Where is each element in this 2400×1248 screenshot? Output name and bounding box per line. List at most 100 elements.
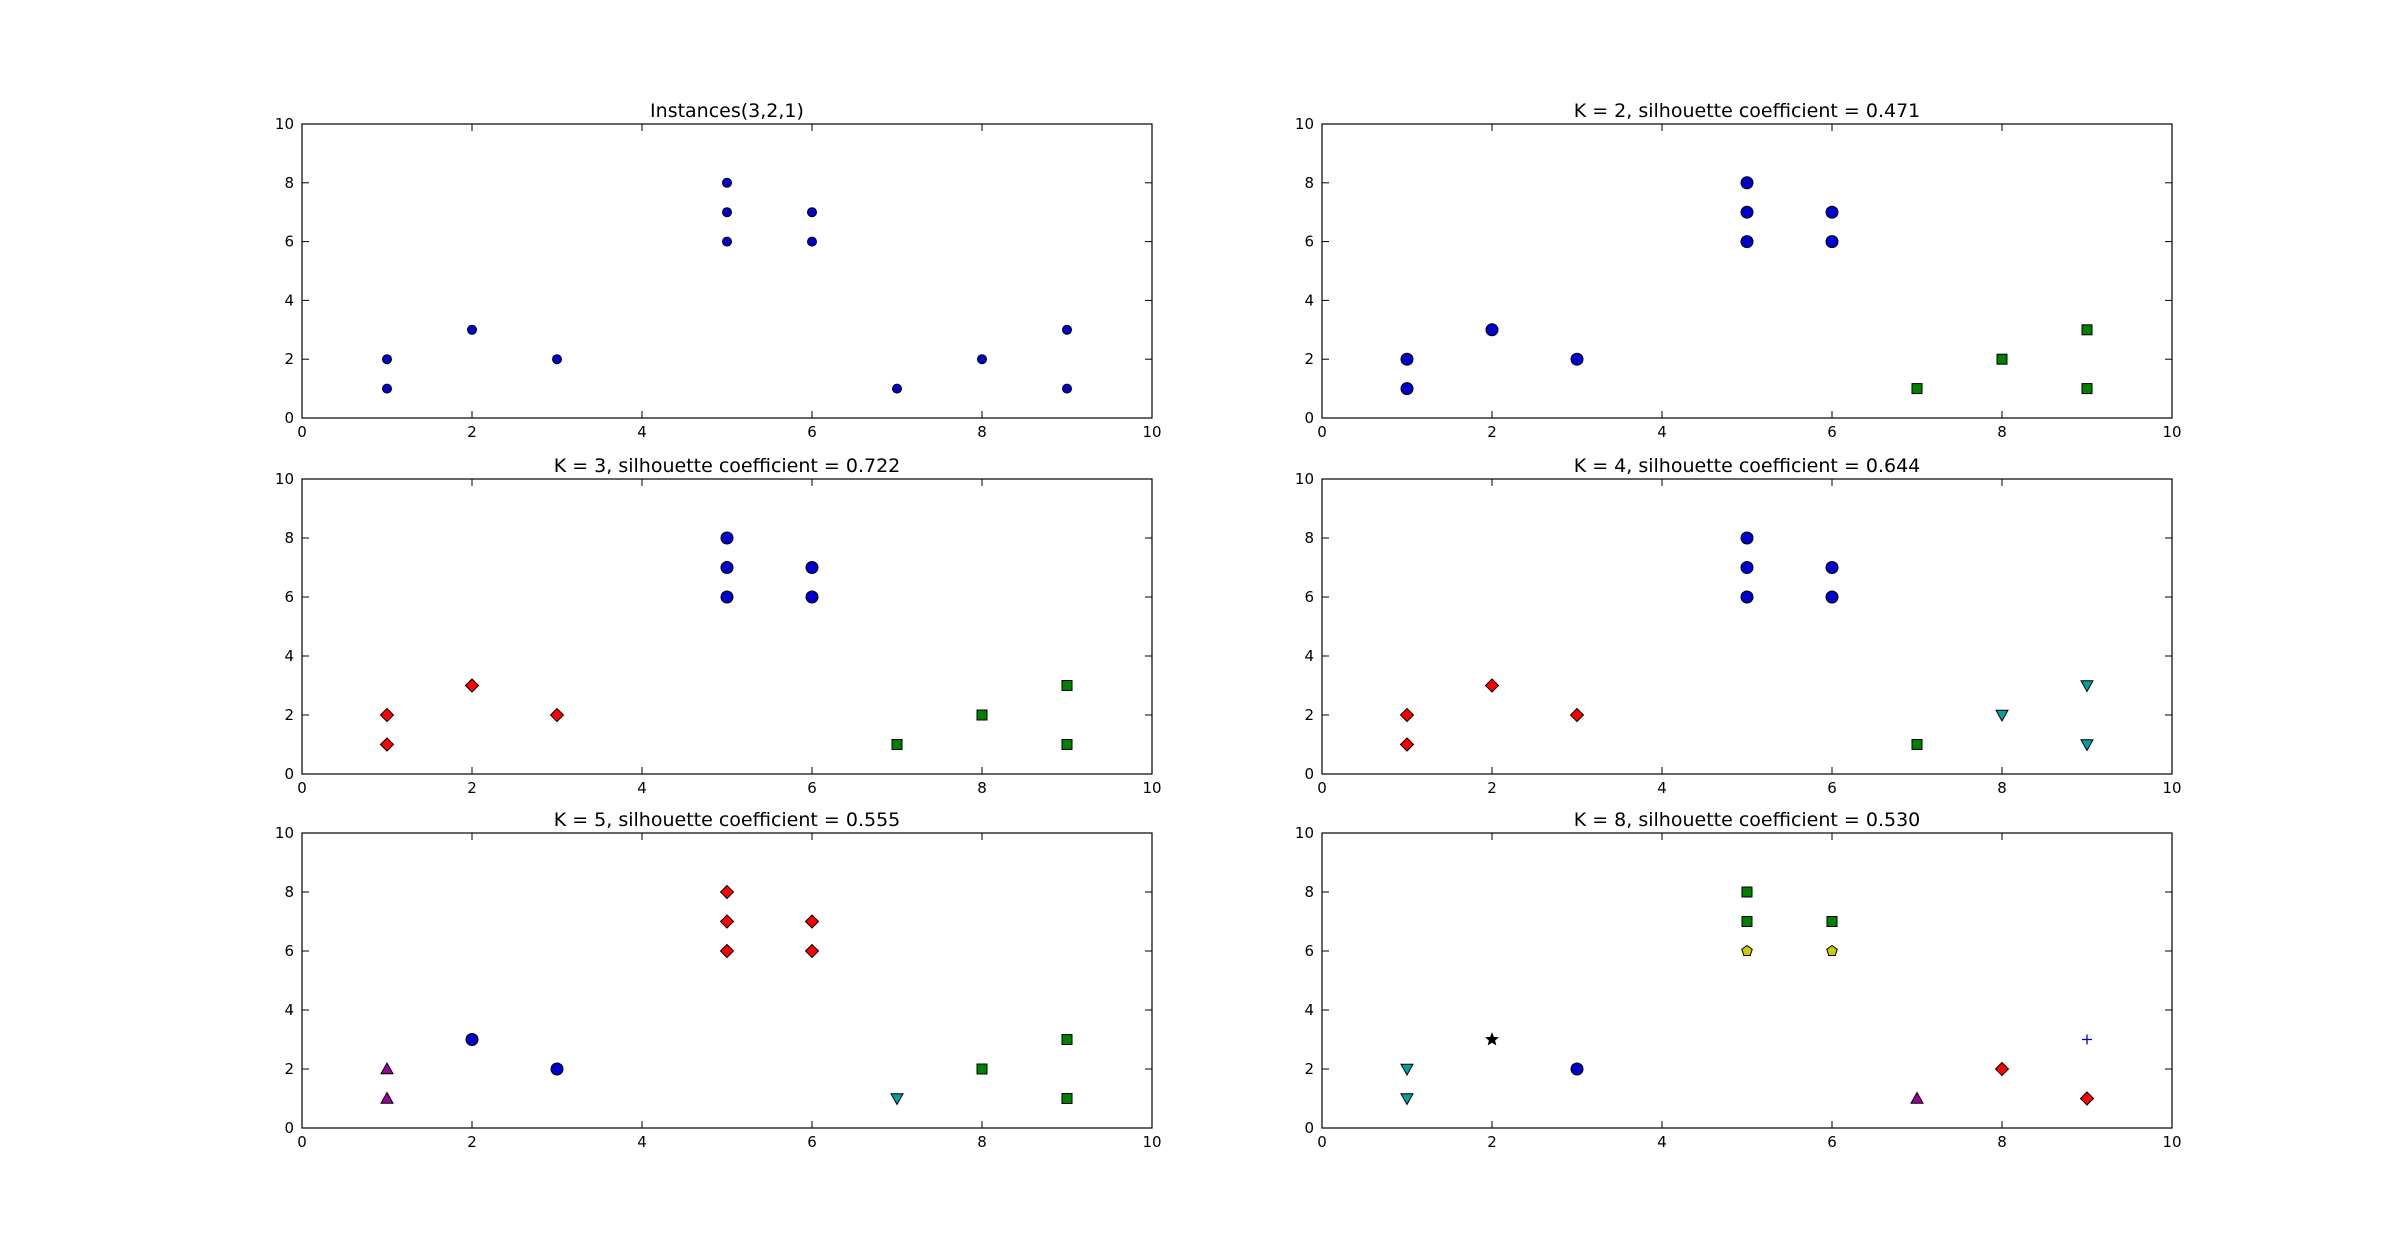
data-point [804,943,820,959]
data-point [1061,739,1073,750]
series-1 [1740,531,1839,604]
y-tick-label: 6 [284,233,294,251]
x-tick-label: 4 [1657,423,1667,441]
y-tick-label: 4 [1304,291,1314,309]
data-point [1062,383,1072,394]
data-point [719,943,735,959]
subplot-title: K = 4, silhouette coefficient = 0.644 [1574,455,1921,477]
x-tick-label: 4 [637,779,647,797]
data-point [1826,916,1838,927]
data-point [2081,383,2093,395]
series-2 [1399,678,1585,752]
axes-frame [301,123,1153,419]
x-tick-label: 8 [1997,423,2007,441]
data-point [1570,352,1584,366]
data-point [1825,561,1839,574]
data-point [1061,1093,1073,1104]
series-7 [1994,1061,2095,1106]
x-tick-label: 10 [2162,1133,2181,1151]
x-tick-label: 10 [1142,779,1161,797]
data-point [807,236,817,247]
data-point [1994,1061,2010,1077]
x-tick-label: 8 [977,423,987,441]
data-point [719,884,735,900]
data-point [722,236,732,247]
axes-frame [301,478,1153,775]
data-point [1741,886,1753,898]
y-tick-label: 8 [1304,174,1314,192]
data-point [1740,205,1754,219]
data-point [1996,353,2008,365]
series-4 [1995,680,2094,752]
y-tick-label: 6 [284,588,294,606]
data-point [890,1093,904,1106]
data-point [1400,1093,1414,1106]
data-point [1485,323,1499,337]
x-tick-label: 6 [807,779,817,797]
x-tick-label: 2 [467,423,477,441]
y-tick-label: 4 [1304,1001,1314,1019]
x-tick-label: 10 [2162,779,2181,797]
subplot-6: K = 8, silhouette coefficient = 0.530 0 2 4… [1295,809,2182,1151]
x-tick-label: 0 [1317,423,1327,441]
series-3 [1911,739,1923,750]
y-tick-label: 6 [1304,233,1314,251]
subplot-title: K = 5, silhouette coefficient = 0.555 [554,809,901,831]
data-point [465,1033,479,1046]
series-1 [382,177,1072,394]
data-point [720,531,734,545]
data-point [1061,1034,1073,1045]
data-point [804,914,820,929]
data-point [805,590,819,604]
y-tick-label: 0 [284,765,294,783]
data-point [977,354,987,365]
x-tick-label: 0 [297,423,307,441]
data-point [1825,590,1839,604]
series-1 [1741,886,1838,927]
data-point [1569,707,1585,723]
x-tick-label: 4 [1657,1133,1667,1151]
data-point [1910,1091,1924,1104]
series-5 [976,1034,1073,1104]
data-point [379,737,395,752]
data-point [1911,383,1923,395]
x-tick-label: 6 [807,1133,817,1151]
data-point [722,177,732,188]
y-tick-label: 10 [1295,824,1314,842]
series-1 [1400,176,1839,396]
data-point [805,561,819,574]
subplot-title: K = 8, silhouette coefficient = 0.530 [1574,809,1921,831]
data-point [1400,382,1414,396]
data-point [2082,1034,2092,1045]
data-point [976,1063,988,1075]
y-tick-label: 2 [284,350,294,368]
y-tick-label: 4 [284,291,294,309]
data-point [2081,324,2093,336]
data-point [1062,324,1072,335]
x-tick-label: 0 [297,1133,307,1151]
series-2 [1741,944,1838,956]
data-point [1740,235,1754,249]
data-point [2080,739,2094,752]
y-tick-label: 6 [284,942,294,960]
x-tick-label: 0 [1317,1133,1327,1151]
data-point [719,914,735,929]
subplot-3: K = 3, silhouette coefficient = 0.722 0 2 4… [275,455,1162,797]
data-point [1741,944,1753,956]
data-point [549,707,565,723]
x-tick-label: 6 [807,423,817,441]
x-tick-label: 8 [1997,779,2007,797]
series-1 [720,531,819,604]
x-tick-label: 8 [977,779,987,797]
y-tick-label: 8 [284,174,294,192]
y-tick-label: 2 [284,1060,294,1078]
data-point [464,678,480,693]
x-tick-label: 8 [977,1133,987,1151]
data-point [891,739,903,750]
data-point [2079,1091,2095,1106]
subplot-title: Instances(3,2,1) [650,100,804,122]
series-4 [1484,1032,1500,1046]
y-tick-label: 10 [1295,115,1314,133]
series-6 [1910,1091,1924,1104]
